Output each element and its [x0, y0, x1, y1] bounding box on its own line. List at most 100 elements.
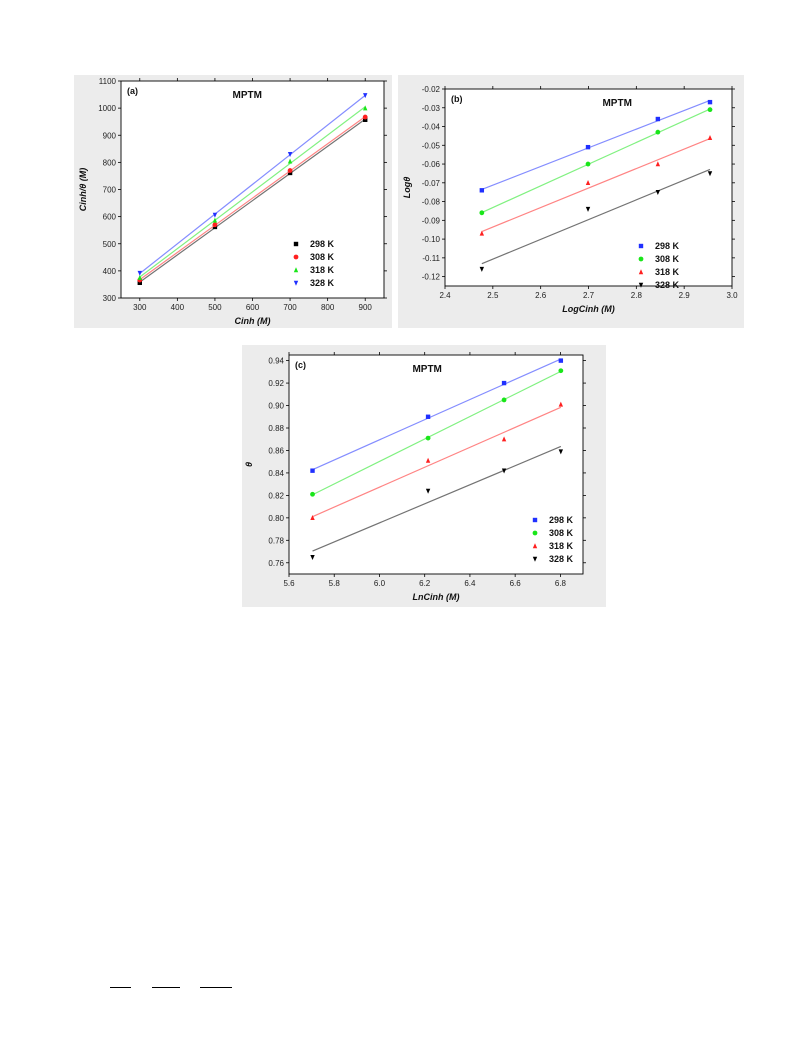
legend-marker	[293, 254, 299, 260]
data-point	[287, 168, 293, 173]
data-point	[425, 414, 431, 419]
fit-line	[139, 116, 366, 281]
legend: 298 K 308 K 318 K 328 K	[293, 239, 335, 288]
x-tick-label: 700	[283, 303, 297, 312]
series-308k	[310, 368, 564, 497]
legend-marker	[532, 530, 538, 536]
data-point	[363, 105, 368, 111]
fit-line	[139, 106, 366, 278]
y-tick-label: -0.05	[422, 141, 441, 150]
data-point	[707, 107, 713, 113]
series-308k	[137, 114, 368, 283]
x-tick-label: 6.6	[510, 579, 522, 588]
series-318k	[137, 105, 368, 280]
y-tick-label: -0.02	[422, 85, 441, 94]
data-point	[558, 368, 564, 374]
legend: 298 K 308 K 318 K 328 K	[638, 241, 680, 290]
y-tick-label: 800	[103, 158, 117, 167]
data-point	[425, 457, 431, 463]
data-point	[501, 436, 507, 442]
panel-label: (b)	[451, 94, 463, 104]
y-tick-label: 300	[103, 294, 117, 303]
data-point	[479, 230, 485, 236]
data-point	[363, 93, 368, 99]
plot-area	[288, 354, 584, 575]
chart-panel-c: 5.6 5.8 6.0 6.2 6.4 6.6 6.8 0.76 0.78 0.80 0.82 0.8…	[242, 345, 606, 607]
legend-label: 328 K	[310, 278, 335, 288]
legend-label: 318 K	[310, 265, 335, 275]
legend-marker	[532, 517, 538, 523]
legend-marker	[293, 267, 299, 273]
series-308k	[479, 107, 713, 216]
chart-title: MPTM	[233, 90, 262, 101]
series-328k	[310, 445, 564, 560]
x-tick-label: 400	[171, 303, 185, 312]
legend-label: 318 K	[655, 267, 680, 277]
data-point	[479, 188, 485, 193]
fit-line	[481, 108, 711, 214]
fit-line	[481, 99, 711, 191]
data-point	[655, 189, 661, 195]
data-point	[310, 554, 315, 560]
series-298k	[310, 358, 564, 473]
x-tick-label: 5.6	[283, 579, 295, 588]
fit-line	[312, 358, 562, 471]
y-tick-label: 0.90	[268, 402, 284, 411]
x-axis-label: LnCinh (M)	[413, 592, 460, 602]
series-318k	[310, 401, 564, 521]
data-point	[558, 401, 564, 407]
y-tick-label: 0.84	[268, 469, 284, 478]
x-tick-label: 500	[208, 303, 222, 312]
data-point	[501, 468, 507, 474]
data-point	[362, 114, 368, 120]
data-point	[310, 468, 315, 473]
legend-label: 308 K	[655, 254, 680, 264]
data-point	[707, 99, 713, 105]
y-tick-label: -0.09	[422, 216, 441, 225]
legend-marker	[293, 280, 299, 286]
chart-panel-a: 300 400 500 600 700 800 900 300 400 500 600 700 800 9…	[74, 75, 392, 328]
data-point	[425, 435, 431, 441]
legend-label: 308 K	[549, 528, 574, 538]
y-tick-label: -0.04	[422, 123, 441, 132]
data-point	[585, 180, 591, 186]
data-point	[585, 206, 591, 212]
x-tick-label: 2.6	[535, 291, 547, 300]
panel-label: (a)	[127, 86, 138, 96]
y-tick-label: -0.10	[422, 235, 441, 244]
x-tick-label: 2.4	[439, 291, 451, 300]
x-axis-label: Cinh (M)	[235, 316, 271, 326]
legend: 298 K 308 K 318 K 328 K	[532, 515, 574, 564]
legend-marker	[532, 556, 538, 562]
chart-title: MPTM	[412, 364, 441, 375]
fit-line	[312, 406, 562, 518]
y-tick-label: 600	[103, 213, 117, 222]
legend-label: 298 K	[655, 241, 680, 251]
legend-marker	[638, 282, 644, 288]
legend-marker	[638, 256, 644, 262]
fit-line	[481, 168, 711, 265]
data-point	[707, 134, 713, 140]
x-tick-label: 600	[246, 303, 260, 312]
y-tick-label: 900	[103, 131, 117, 140]
data-point	[287, 158, 293, 164]
data-point	[558, 358, 564, 363]
x-tick-label: 6.4	[464, 579, 476, 588]
series-318k	[479, 134, 713, 236]
data-point	[655, 161, 661, 167]
series-298k	[479, 99, 713, 193]
data-point	[212, 222, 218, 228]
fit-line	[481, 137, 711, 233]
data-point	[655, 116, 661, 122]
data-point	[137, 274, 142, 280]
footer-rule	[152, 987, 180, 988]
y-tick-label: 0.80	[268, 514, 284, 523]
legend-label: 328 K	[655, 280, 680, 290]
data-point	[501, 397, 507, 403]
x-tick-label: 2.5	[487, 291, 499, 300]
x-tick-label: 300	[133, 303, 147, 312]
data-point	[501, 380, 507, 386]
legend-marker	[638, 243, 644, 249]
y-axis-label: θ	[244, 462, 254, 467]
x-tick-label: 6.2	[419, 579, 431, 588]
